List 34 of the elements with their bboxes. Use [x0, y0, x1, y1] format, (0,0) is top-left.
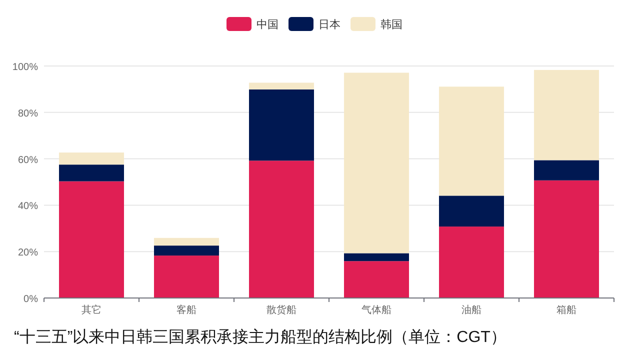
bar [154, 256, 219, 298]
bar [534, 70, 599, 160]
bar [154, 246, 219, 256]
x-tick-label: 油船 [462, 304, 482, 316]
y-tick-label: 60% [18, 154, 38, 166]
bar [439, 86, 504, 196]
x-tick-label: 气体船 [362, 304, 392, 316]
x-tick-label: 其它 [82, 304, 102, 316]
bar [249, 82, 314, 90]
bar [249, 89, 314, 161]
y-tick-label: 100% [12, 62, 38, 73]
y-tick-label: 0% [24, 294, 38, 305]
bar [344, 261, 409, 298]
bar [59, 152, 124, 165]
bar [154, 238, 219, 246]
bar [249, 160, 314, 298]
bar [439, 226, 504, 298]
bar [59, 181, 124, 298]
bar [534, 160, 599, 180]
x-tick-label: 箱船 [556, 305, 576, 316]
text: “十三五”以来中日韩三国累积承接主力船型的结构比例（单位：CGT） [14, 328, 506, 346]
bar [59, 164, 124, 182]
y-tick-label: 80% [18, 108, 38, 120]
legend-label: 韩国 [380, 18, 402, 31]
bar [344, 253, 409, 262]
y-tick-label: 20% [18, 248, 38, 259]
x-tick-label: 散货船 [266, 304, 296, 316]
bar [344, 72, 409, 254]
y-tick-label: 40% [18, 201, 38, 212]
x-tick-label: 客船 [176, 304, 196, 316]
legend-label: 中国 [256, 18, 278, 31]
bar [534, 180, 599, 298]
bar [439, 196, 504, 227]
legend-label: 日本 [318, 18, 340, 31]
